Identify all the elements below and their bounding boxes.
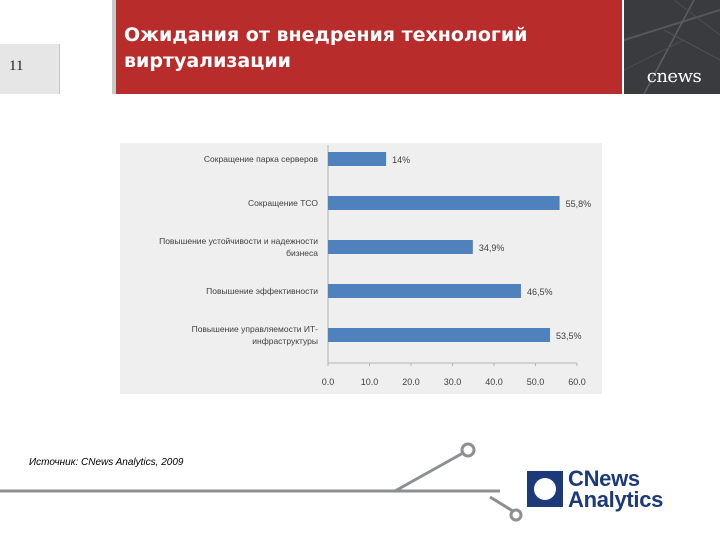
data-label: 46,5% bbox=[527, 287, 553, 297]
source-note: Источник: CNews Analytics, 2009 bbox=[29, 457, 184, 468]
title-band bbox=[116, 0, 622, 94]
logo-line-2: Analytics bbox=[568, 487, 664, 512]
slide-title: Ожидания от внедрения технологий виртуал… bbox=[124, 22, 604, 74]
x-tick-label: 50.0 bbox=[527, 377, 545, 387]
data-label: 34,9% bbox=[479, 243, 505, 253]
data-label: 53,5% bbox=[556, 331, 582, 341]
x-tick-label: 60.0 bbox=[568, 377, 586, 387]
x-tick-label: 30.0 bbox=[444, 377, 462, 387]
slide-title-line-1: Ожидания от внедрения технологий bbox=[124, 24, 528, 46]
slide-number-box bbox=[0, 44, 60, 94]
x-tick-label: 20.0 bbox=[402, 377, 420, 387]
bar bbox=[328, 328, 551, 342]
x-tick-label: 10.0 bbox=[361, 377, 379, 387]
category-label: Повышение устойчивости и надежности bbox=[159, 236, 318, 246]
data-label: 55,8% bbox=[566, 199, 592, 209]
header-divider bbox=[112, 0, 116, 94]
category-label: инфраструктуры bbox=[252, 336, 318, 346]
bar-chart: 14% Сокращение парка серверов 55,8% Сокраще… bbox=[120, 143, 602, 394]
cnews-analytics-logo: CNews Analytics bbox=[527, 466, 697, 515]
slide-title-line-2: виртуализации bbox=[124, 50, 291, 72]
category-label: бизнеса bbox=[286, 248, 318, 258]
leaf-texture bbox=[624, 0, 720, 94]
category-label: Повышение эффективности bbox=[206, 286, 318, 296]
category-label: Сокращение ТСО bbox=[248, 198, 318, 208]
bar bbox=[328, 284, 521, 298]
cnews-logo-icon: cnews bbox=[646, 66, 702, 87]
data-label: 14% bbox=[392, 155, 410, 165]
header-logo-tile: cnews bbox=[624, 0, 720, 94]
category-label: Сокращение парка серверов bbox=[204, 154, 319, 164]
bar bbox=[328, 240, 473, 254]
category-label: Повышение управляемости ИТ- bbox=[192, 324, 319, 334]
bar bbox=[328, 196, 560, 210]
cnews-analytics-logo-icon bbox=[527, 471, 563, 507]
slide-number: 11 bbox=[9, 58, 24, 74]
bar bbox=[328, 152, 387, 166]
bar-chart-svg: 14% Сокращение парка серверов 55,8% Сокраще… bbox=[159, 145, 592, 387]
x-tick-label: 0.0 bbox=[322, 377, 335, 387]
logo-line-1: CNews bbox=[568, 466, 640, 491]
x-tick-label: 40.0 bbox=[485, 377, 503, 387]
circuit-decoration bbox=[0, 442, 523, 522]
